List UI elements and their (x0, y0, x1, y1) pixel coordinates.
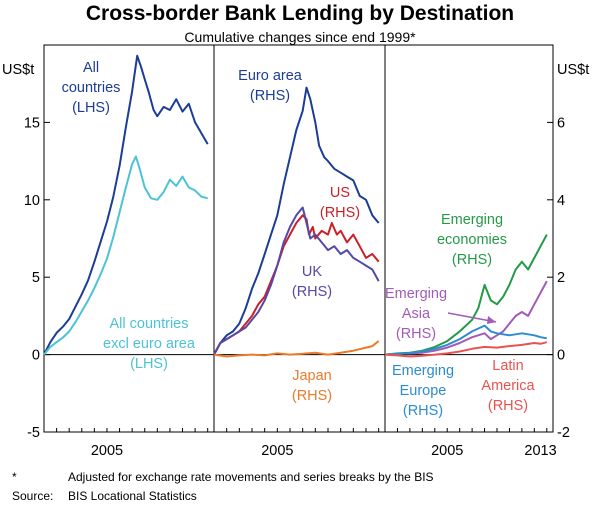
series-label: (RHS) (452, 252, 492, 268)
series-label: (RHS) (250, 88, 290, 104)
series-label: (LHS) (72, 100, 110, 116)
annotation-arrowhead (487, 316, 496, 324)
series-label: (RHS) (403, 403, 443, 419)
series-line-all-countries-lhs- (43, 54, 209, 356)
series-label: UK (302, 264, 322, 280)
series-label: Euro area (238, 68, 303, 84)
series-line-japan-rhs- (213, 340, 380, 358)
series-label: All countries (110, 316, 189, 332)
footnote-marker: * (12, 470, 17, 484)
x-axis-tick-label: 2005 (261, 443, 293, 459)
series-label: Japan (292, 368, 332, 384)
source-label: Source: (12, 489, 54, 503)
series-label: Emerging (392, 363, 454, 379)
series-label: Asia (402, 306, 431, 322)
x-axis-tick-label: 2005 (431, 443, 463, 459)
left-axis-tick-label: -5 (27, 425, 40, 441)
series-line-latin-america-rhs- (384, 341, 548, 358)
footnote-text: Adjusted for exchange rate movements and… (68, 470, 434, 484)
left-axis-tick-label: 10 (24, 193, 40, 209)
series-label: Europe (400, 383, 447, 399)
chart-subtitle: Cumulative changes since end 1999* (184, 29, 416, 45)
source-note: Source: BIS Locational Statistics (12, 489, 197, 503)
series-label: (RHS) (320, 205, 360, 221)
series-label: US (330, 185, 350, 201)
series-label: Latin (492, 358, 523, 374)
series-label: All (83, 60, 99, 76)
left-axis-unit-label: US$t (2, 62, 34, 78)
x-axis-tick-label: 2013 (524, 443, 556, 459)
chart-title: Cross-border Bank Lending by Destination (85, 2, 515, 25)
series-label: Emerging (385, 286, 447, 302)
right-axis-tick-label: -2 (557, 425, 570, 441)
footnote: * Adjusted for exchange rate movements an… (12, 470, 434, 484)
series-label: (RHS) (292, 388, 332, 404)
series-line-uk-rhs- (213, 206, 380, 356)
source-text: BIS Locational Statistics (68, 489, 197, 503)
left-axis-tick-label: 5 (32, 270, 40, 286)
x-axis-tick-label: 2005 (91, 443, 123, 459)
series-label: excl euro area (103, 336, 196, 352)
series-line-all-countries-excl-euro-area-lhs- (43, 155, 208, 356)
series-label: (RHS) (396, 326, 436, 342)
right-axis-tick-label: 0 (557, 348, 565, 364)
right-axis-tick-label: 4 (557, 193, 565, 209)
series-label: (LHS) (130, 356, 168, 372)
series-line-emerging-europe-rhs- (384, 324, 547, 356)
right-axis-unit-label: US$t (557, 62, 589, 78)
series-label: countries (62, 80, 121, 96)
series-label: America (481, 378, 535, 394)
plot-frame (43, 44, 554, 433)
left-axis-tick-label: 0 (32, 348, 40, 364)
series-label: economies (437, 232, 507, 248)
right-axis-tick-label: 2 (557, 270, 565, 286)
series-label: (RHS) (292, 284, 332, 300)
left-axis-tick-label: 15 (24, 115, 40, 131)
right-axis-tick-label: 6 (557, 115, 565, 131)
series-label: Emerging (441, 212, 503, 228)
series-line-emerging-asia-rhs- (384, 280, 548, 356)
series-line-euro-area-rhs- (213, 86, 380, 356)
series-label: (RHS) (488, 398, 528, 414)
